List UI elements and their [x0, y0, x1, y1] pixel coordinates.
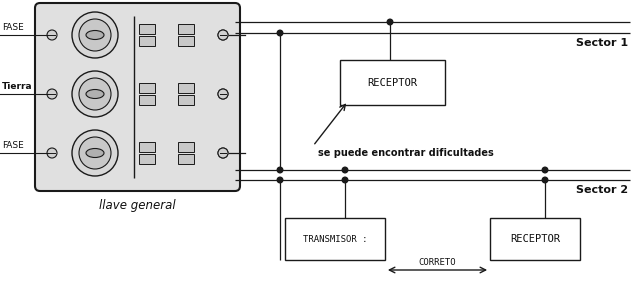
Circle shape: [277, 30, 283, 36]
Circle shape: [79, 19, 111, 51]
Circle shape: [79, 137, 111, 169]
Text: llave general: llave general: [99, 199, 176, 212]
Ellipse shape: [86, 89, 104, 98]
Circle shape: [218, 30, 228, 40]
Text: Tierra: Tierra: [2, 82, 33, 91]
Circle shape: [218, 89, 228, 99]
Bar: [140, 36, 156, 46]
Circle shape: [542, 177, 548, 183]
Bar: [140, 83, 156, 93]
Text: Sector 2: Sector 2: [576, 185, 628, 195]
Circle shape: [72, 71, 118, 117]
Bar: [340, 60, 445, 105]
Bar: [179, 83, 195, 93]
Circle shape: [277, 177, 283, 183]
Circle shape: [387, 19, 393, 25]
Bar: [285, 218, 385, 260]
Bar: [179, 154, 195, 164]
Circle shape: [218, 148, 228, 158]
Circle shape: [218, 89, 228, 99]
Bar: [179, 36, 195, 46]
Circle shape: [79, 78, 111, 110]
FancyBboxPatch shape: [35, 3, 240, 191]
Bar: [179, 95, 195, 105]
Bar: [140, 154, 156, 164]
Circle shape: [72, 130, 118, 176]
Text: RECEPTOR: RECEPTOR: [367, 78, 417, 88]
Text: FASE: FASE: [2, 23, 24, 32]
Circle shape: [218, 30, 228, 40]
Bar: [490, 218, 580, 260]
Circle shape: [47, 148, 57, 158]
Text: RECEPTOR: RECEPTOR: [510, 234, 560, 244]
Circle shape: [342, 177, 348, 183]
Bar: [140, 142, 156, 152]
Ellipse shape: [86, 30, 104, 40]
Text: Sector 1: Sector 1: [576, 38, 628, 47]
Bar: [140, 95, 156, 105]
Circle shape: [342, 167, 348, 173]
Circle shape: [47, 30, 57, 40]
Circle shape: [47, 89, 57, 99]
Bar: [140, 24, 156, 34]
Circle shape: [218, 148, 228, 158]
Text: FASE: FASE: [2, 141, 24, 150]
Text: CORRETO: CORRETO: [419, 258, 456, 267]
Circle shape: [72, 12, 118, 58]
Text: TRANSMISOR :: TRANSMISOR :: [303, 234, 367, 243]
Bar: [179, 24, 195, 34]
Ellipse shape: [86, 149, 104, 158]
Bar: [179, 142, 195, 152]
Circle shape: [277, 167, 283, 173]
Text: se puede encontrar dificultades: se puede encontrar dificultades: [318, 148, 493, 158]
Circle shape: [542, 167, 548, 173]
